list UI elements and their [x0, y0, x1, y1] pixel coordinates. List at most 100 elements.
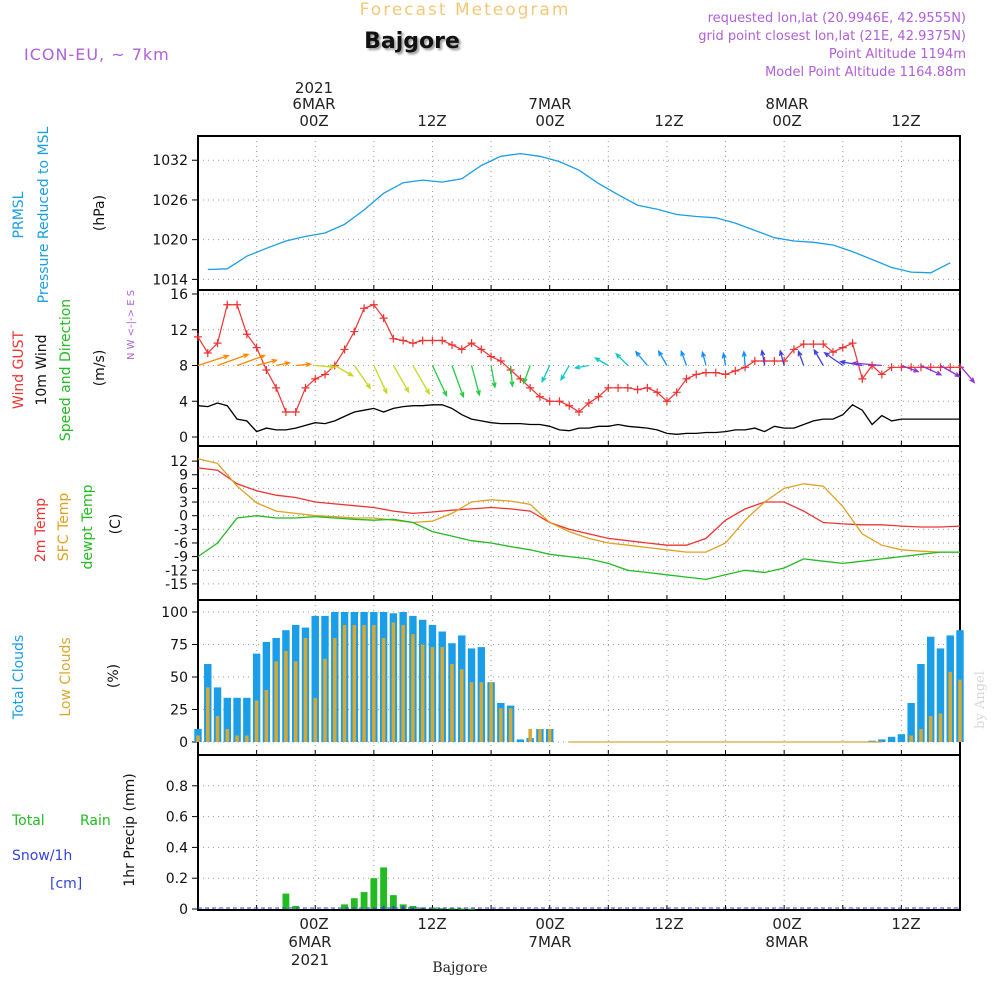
wind-gust-point — [389, 334, 398, 343]
wind-direction-arrow — [490, 365, 497, 389]
wind-direction-arrow — [451, 365, 465, 399]
model-label: ICON-EU, ~ 7km — [24, 45, 170, 64]
wind-direction-arrow — [541, 365, 551, 384]
low-cloud-bar — [538, 729, 542, 742]
wind-gust-point — [311, 374, 320, 383]
total-cloud-bar — [252, 653, 261, 742]
y-tick-label: 0.6 — [166, 810, 188, 826]
wind-gust-point — [584, 399, 593, 408]
wind-direction-arrow — [412, 365, 431, 396]
low-cloud-bar — [342, 625, 347, 742]
wind-gust-point — [272, 383, 281, 392]
pressure-line — [207, 152, 951, 274]
top-hour-label: 12Z — [654, 112, 683, 130]
temp-2m-label: 2m Temp — [33, 498, 49, 562]
y-tick-label: 0 — [179, 902, 188, 918]
wind-gust-point — [897, 363, 906, 372]
wind-direction-arrow — [197, 354, 230, 367]
snow-bar — [402, 905, 405, 909]
wind-direction-arrow — [838, 359, 863, 367]
low-cloud-bar — [440, 647, 444, 742]
credit-label: by Angel — [973, 671, 988, 729]
wind-gust-point — [194, 332, 202, 341]
wind-direction-arrow — [741, 350, 747, 366]
wind-gust-point — [594, 392, 603, 401]
wind-gust-point — [477, 345, 486, 354]
low-cloud-bar — [254, 700, 259, 742]
low-cloud-bar — [372, 625, 376, 742]
wind-gust-line — [197, 303, 960, 413]
wind-gust-point — [799, 340, 808, 349]
y-tick-label: 0.4 — [166, 840, 188, 856]
total-cloud-bar — [926, 636, 935, 742]
wind-gust-point — [487, 352, 496, 361]
wind-direction-arrow — [797, 349, 805, 366]
wind-gust-point — [575, 407, 583, 416]
wind-gust-point — [203, 348, 212, 357]
wind-gust-point — [213, 339, 222, 348]
y-tick-label: 25 — [170, 703, 188, 719]
rain-bar — [380, 867, 388, 909]
low-cloud-bar — [938, 713, 943, 742]
bottom-hour-label: 12Z — [891, 915, 920, 933]
wind-gust-point — [418, 336, 427, 345]
wind-direction-arrow — [701, 350, 707, 366]
wind-gust-point — [262, 365, 271, 374]
rain-bar — [360, 892, 368, 909]
wind-gust-point — [340, 345, 349, 354]
precip-rain-label: Rain — [80, 813, 111, 829]
wind-gust-point — [956, 363, 964, 372]
bottom-year-label: 2021 — [291, 951, 329, 969]
temperature-panel-frame — [197, 445, 961, 601]
low-cloud-bar — [264, 690, 269, 742]
pressure-unit: (hPa) — [92, 195, 108, 231]
wind-gust-point — [848, 339, 857, 348]
wind-gust-point — [623, 383, 632, 392]
low-cloud-bar — [303, 638, 308, 742]
wind-gust-point — [702, 368, 710, 377]
bottom-hour-label: 12Z — [417, 915, 446, 933]
rain-bar — [448, 908, 456, 910]
wind-gust-point — [428, 336, 437, 345]
clouds-total-label: Total Clouds — [11, 635, 27, 720]
y-tick-label: 1020 — [152, 233, 188, 249]
rain-bar — [438, 908, 446, 910]
wind-gust-point — [838, 343, 847, 352]
wind-gust-point — [526, 383, 535, 392]
low-cloud-bar — [958, 679, 962, 742]
rain-bar — [282, 893, 290, 909]
y-tick-label: 100 — [161, 605, 188, 621]
wind-gust-point — [750, 357, 759, 366]
point-altitude: Point Altitude 1194m — [829, 47, 966, 62]
bottom-hour-label: 00Z — [772, 915, 801, 933]
wind-direction-arrow — [256, 358, 279, 367]
wind-gust-point — [731, 366, 740, 375]
total-cloud-bar — [311, 615, 319, 742]
model-point-altitude: Model Point Altitude 1164.88m — [765, 65, 966, 80]
wind-gust-point — [907, 363, 916, 372]
wind-direction-arrow — [823, 351, 844, 367]
y-tick-label: 12 — [170, 323, 188, 339]
wind-gust-label: Wind GUST — [11, 330, 27, 409]
footer-location: Bajgore — [432, 960, 487, 976]
total-cloud-bar — [878, 739, 886, 742]
low-cloud-bar — [333, 638, 337, 742]
pressure-label-prmsl: PRMSL — [11, 191, 27, 238]
wind-gust-point — [379, 314, 388, 323]
y-tick-label: 0 — [179, 735, 188, 751]
top-hour-label: 12Z — [417, 112, 446, 130]
wind-direction-arrow — [920, 364, 943, 376]
wind-gust-point — [682, 374, 691, 383]
requested-coords: requested lon,lat (20.9946E, 42.9555N) — [708, 11, 966, 26]
temp-dewpt-label: dewpt Temp — [80, 484, 96, 569]
wind-gust-point — [496, 357, 505, 366]
bottom-hour-label: 00Z — [299, 915, 328, 933]
y-tick-label: 1014 — [152, 272, 188, 288]
wind-direction-arrow — [509, 365, 515, 388]
low-cloud-bar — [928, 716, 933, 742]
wind-direction-arrow — [470, 365, 481, 397]
low-cloud-bar — [469, 682, 474, 742]
y-tick-label: 8 — [179, 359, 188, 375]
wind-gust-point — [721, 370, 730, 379]
